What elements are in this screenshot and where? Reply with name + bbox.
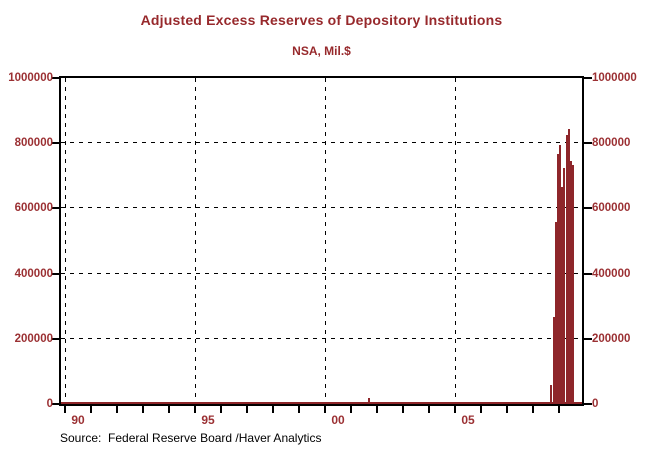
gridline-v-2000 — [325, 78, 326, 404]
y-tick-left-800000 — [52, 142, 60, 145]
x-tick-1998 — [272, 406, 274, 413]
y-tick-left-1000000 — [52, 77, 60, 79]
chart-title: Adjusted Excess Reserves of Depository I… — [140, 12, 503, 28]
bar-2009-01 — [559, 145, 562, 404]
gridline-h-800000 — [61, 142, 582, 144]
x-tick-2001 — [350, 406, 352, 413]
y-axis-label-right-0: 0 — [592, 398, 599, 410]
y-axis-label-left-0: 0 — [46, 398, 53, 410]
x-axis-label-1995: 95 — [201, 413, 215, 427]
source-note: Source: Federal Reserve Board /Haver Ana… — [60, 431, 322, 445]
y-axis-label-left-1000000: 1000000 — [8, 72, 53, 84]
zero-baseline — [61, 402, 582, 404]
x-tick-2007 — [506, 406, 508, 413]
y-tick-left-0 — [52, 403, 60, 405]
x-tick-2008 — [532, 406, 534, 413]
y-tick-left-400000 — [52, 272, 60, 275]
y-axis-label-right-200000: 200000 — [592, 332, 631, 345]
y-axis-label-right-1000000: 1000000 — [592, 72, 637, 84]
bar-2001-09 — [368, 397, 371, 404]
y-axis-label-left-600000: 600000 — [14, 202, 53, 215]
y-tick-left-600000 — [52, 207, 60, 210]
x-tick-1994 — [168, 406, 170, 413]
bar-2009-06 — [569, 161, 572, 404]
y-tick-right-0 — [584, 403, 592, 405]
x-tick-2006 — [480, 406, 482, 413]
x-tick-1996 — [220, 406, 222, 413]
y-tick-left-200000 — [52, 337, 60, 340]
x-tick-2004 — [428, 406, 430, 413]
bar-2008-09 — [550, 384, 553, 404]
x-tick-2009 — [558, 406, 560, 413]
chart-subtitle: NSA, Mil.$ — [292, 44, 351, 58]
x-axis-label-1990: 90 — [71, 413, 85, 427]
x-tick-1999 — [298, 406, 300, 413]
x-axis-label-2000: 00 — [331, 413, 345, 427]
x-tick-1992 — [116, 406, 118, 413]
y-tick-right-1000000 — [584, 77, 592, 79]
plot-area — [61, 78, 582, 404]
x-tick-1990 — [64, 406, 66, 413]
gridline-v-1990 — [65, 78, 66, 404]
x-tick-2005 — [454, 406, 456, 413]
bar-2009-04 — [565, 135, 568, 404]
y-tick-right-200000 — [584, 337, 592, 340]
y-tick-right-600000 — [584, 207, 592, 210]
y-tick-right-800000 — [584, 142, 592, 145]
bar-2009-03 — [563, 167, 566, 404]
gridline-h-600000 — [61, 207, 582, 209]
x-tick-1997 — [246, 406, 248, 413]
y-axis-label-left-800000: 800000 — [14, 137, 53, 150]
x-tick-2000 — [324, 406, 326, 413]
x-axis-label-2005: 05 — [461, 413, 475, 427]
gridline-h-200000 — [61, 337, 582, 339]
y-axis-label-right-400000: 400000 — [592, 267, 631, 280]
bar-2009-02 — [561, 186, 564, 404]
bar-2009-05 — [567, 128, 570, 404]
gridline-v-2005 — [455, 78, 456, 404]
y-axis-label-left-400000: 400000 — [14, 267, 53, 280]
y-axis-label-left-200000: 200000 — [14, 332, 53, 345]
y-axis-label-right-600000: 600000 — [592, 202, 631, 215]
x-tick-1993 — [142, 406, 144, 413]
y-axis-label-right-800000: 800000 — [592, 137, 631, 150]
x-tick-2002 — [376, 406, 378, 413]
gridline-v-1995 — [195, 78, 196, 404]
x-tick-1995 — [194, 406, 196, 413]
bar-2008-10 — [552, 316, 555, 404]
y-tick-right-400000 — [584, 272, 592, 275]
gridline-h-400000 — [61, 272, 582, 274]
bar-2009-07 — [572, 165, 575, 404]
plot-frame — [59, 76, 584, 406]
bar-2008-12 — [556, 153, 559, 404]
x-tick-1991 — [90, 406, 92, 413]
bar-2008-11 — [554, 221, 557, 404]
x-tick-2003 — [402, 406, 404, 413]
